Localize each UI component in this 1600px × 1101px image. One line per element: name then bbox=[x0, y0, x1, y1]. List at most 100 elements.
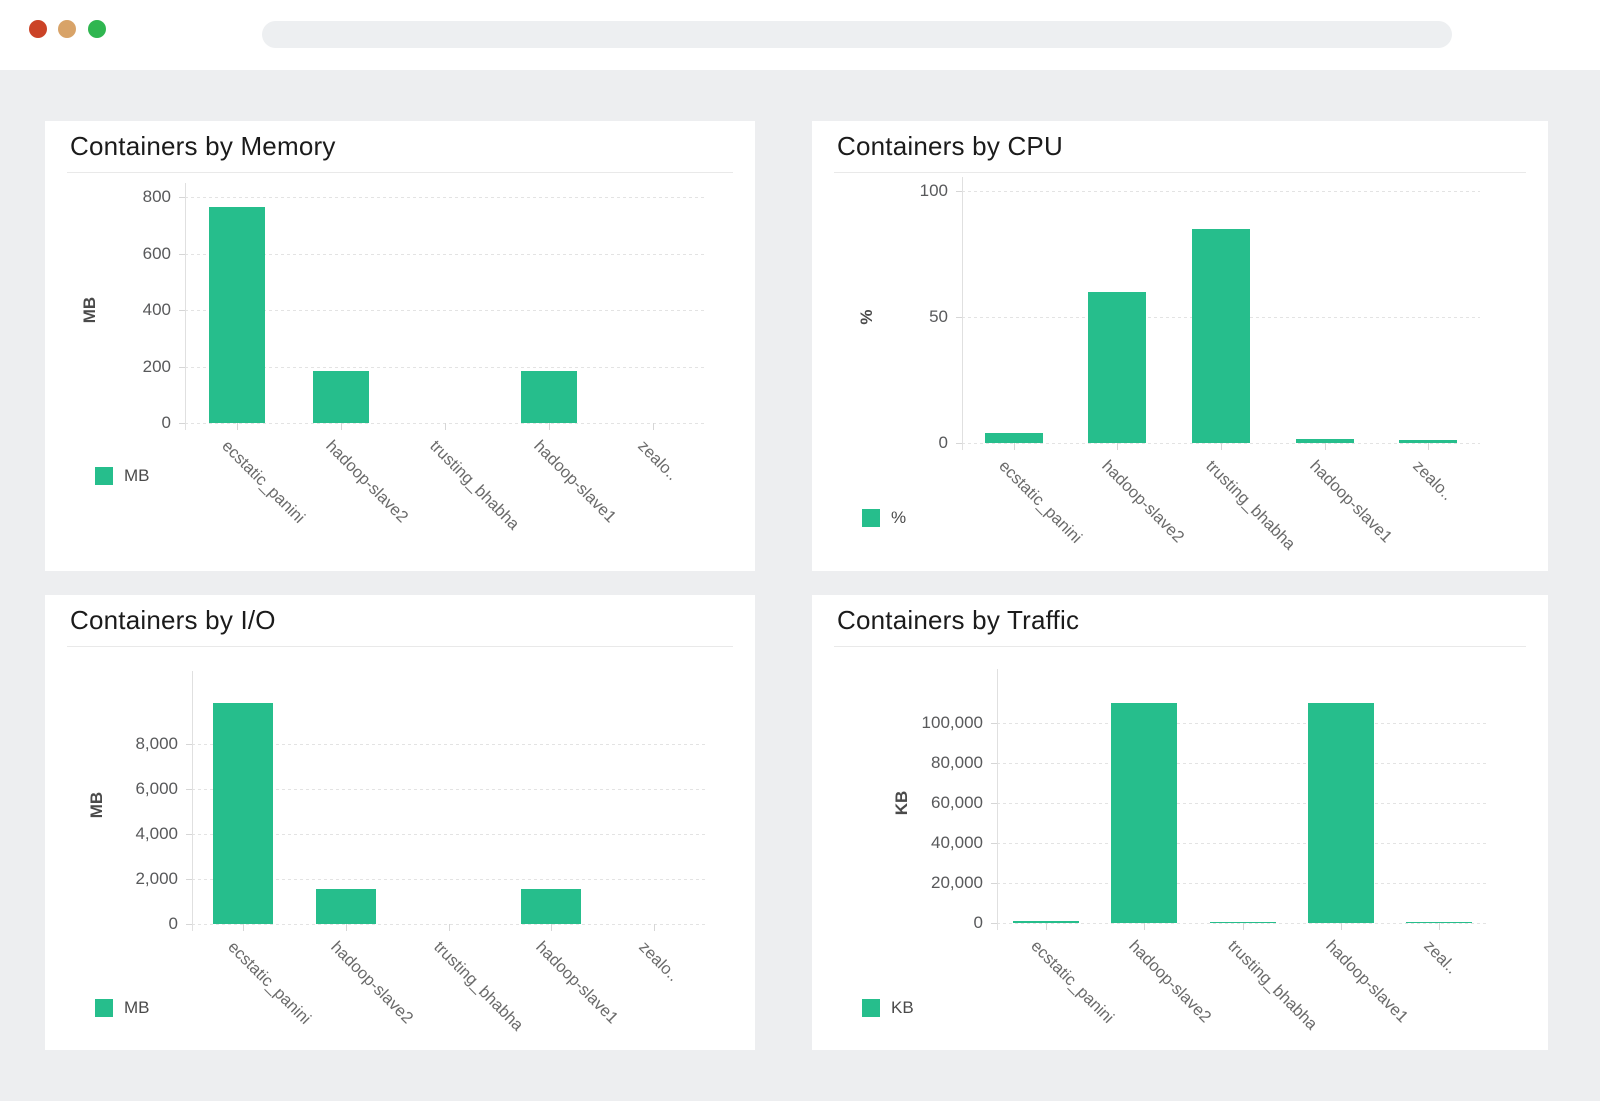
y-tick-mark bbox=[186, 878, 192, 880]
bar-ecstatic_panini[interactable] bbox=[984, 432, 1043, 443]
y-tick-mark bbox=[956, 191, 962, 192]
legend[interactable]: % bbox=[862, 508, 906, 528]
panel-header: Containers by CPU bbox=[834, 121, 1526, 173]
legend-label: MB bbox=[124, 466, 150, 485]
gridline bbox=[185, 197, 705, 198]
bar-hadoop-slave2[interactable] bbox=[315, 889, 376, 924]
bar-hadoop-slave1[interactable] bbox=[521, 370, 577, 423]
y-axis-title: MB bbox=[80, 296, 99, 324]
y-tick-mark bbox=[179, 310, 185, 311]
y-axis-line bbox=[185, 183, 186, 430]
gridline bbox=[997, 723, 1488, 724]
panel-containers-by-cpu: Containers by CPU 0 50 100 ecstatic_panini h… bbox=[812, 121, 1548, 571]
x-axis-label: ecstatic_panini bbox=[995, 457, 1085, 547]
y-tick-label: 80,000 bbox=[931, 753, 983, 772]
gridline bbox=[185, 253, 705, 255]
gridline bbox=[997, 843, 1488, 844]
x-axis-label: hadoop-slave1 bbox=[1321, 937, 1412, 1027]
y-tick-mark bbox=[956, 443, 962, 444]
gridline bbox=[185, 310, 705, 311]
panel-title: Containers by CPU bbox=[837, 131, 1063, 161]
y-tick-label: 20,000 bbox=[931, 873, 983, 892]
legend-swatch bbox=[862, 999, 880, 1017]
gridline bbox=[997, 803, 1488, 804]
bar-hadoop-slave2[interactable] bbox=[313, 370, 369, 423]
bar-zeal..[interactable] bbox=[1405, 922, 1472, 923]
y-tick-label: 60,000 bbox=[931, 793, 983, 812]
y-tick-mark bbox=[991, 843, 997, 844]
y-tick-mark bbox=[179, 253, 185, 255]
y-tick-mark bbox=[186, 743, 192, 745]
bar-chart-io: 0 2,000 4,000 6,000 8,000 ecstatic_panini hado… bbox=[45, 647, 755, 1050]
x-axis-label: zealo.. bbox=[1409, 457, 1457, 505]
panel-header: Containers by I/O bbox=[67, 595, 733, 647]
gridline bbox=[997, 763, 1488, 764]
legend[interactable]: MB bbox=[95, 466, 150, 486]
bar-hadoop-slave1[interactable] bbox=[1295, 439, 1354, 443]
legend[interactable]: KB bbox=[862, 998, 914, 1018]
x-axis-label: hadoop-slave1 bbox=[530, 437, 620, 527]
dashboard: Containers by Memory 0 200 400 600 800 ecstat… bbox=[0, 70, 1600, 1101]
y-tick-mark bbox=[179, 366, 185, 368]
bar-chart-memory: 0 200 400 600 800 ecstatic_panini hadoop-slave… bbox=[45, 173, 755, 571]
legend-swatch bbox=[95, 467, 113, 485]
y-axis-title: % bbox=[857, 309, 876, 325]
bar-hadoop-slave2[interactable] bbox=[1088, 291, 1147, 443]
bar-ecstatic_panini[interactable] bbox=[209, 206, 265, 423]
gridline bbox=[192, 833, 705, 835]
x-tick-mark bbox=[653, 423, 654, 430]
y-tick-label: 0 bbox=[161, 413, 171, 432]
x-tick-mark bbox=[1428, 443, 1430, 450]
y-axis-line bbox=[997, 669, 998, 930]
y-axis-line bbox=[192, 671, 193, 931]
bar-trusting_bhabha[interactable] bbox=[1209, 922, 1276, 923]
y-tick-mark bbox=[186, 833, 192, 835]
y-tick-label: 200 bbox=[142, 356, 171, 376]
panel-containers-by-io: Containers by I/O 0 2,000 4,000 6,000 8,000 e… bbox=[45, 595, 755, 1050]
y-tick-label: 400 bbox=[142, 300, 171, 319]
bar-zealo..[interactable] bbox=[1399, 440, 1458, 443]
y-tick-mark bbox=[186, 924, 192, 925]
x-axis-label: hadoop-slave2 bbox=[1098, 457, 1188, 547]
x-axis-label: trusting_bhabha bbox=[1202, 457, 1299, 554]
y-tick-mark bbox=[956, 317, 962, 318]
y-tick-label: 40,000 bbox=[931, 833, 983, 852]
x-axis-label: hadoop-slave2 bbox=[327, 938, 417, 1028]
bar-ecstatic_panini[interactable] bbox=[1013, 921, 1080, 923]
bar-trusting_bhabha[interactable] bbox=[1192, 228, 1250, 443]
bar-ecstatic_panini[interactable] bbox=[213, 703, 274, 924]
traffic-light-close-icon[interactable] bbox=[29, 20, 47, 38]
x-axis-label: ecstatic_panini bbox=[1027, 937, 1118, 1027]
x-axis-label: trusting_bhabha bbox=[429, 938, 527, 1035]
panel-header: Containers by Traffic bbox=[834, 595, 1526, 647]
x-tick-mark bbox=[1221, 443, 1222, 450]
gridline bbox=[192, 878, 705, 880]
x-axis-label: hadoop-slave2 bbox=[322, 437, 412, 527]
y-tick-label: 0 bbox=[973, 913, 983, 932]
bar-hadoop-slave1[interactable] bbox=[521, 889, 582, 924]
y-tick-mark bbox=[186, 788, 192, 790]
y-tick-label: 4,000 bbox=[135, 823, 178, 843]
y-tick-label: 6,000 bbox=[135, 778, 178, 798]
x-tick-mark bbox=[243, 924, 245, 931]
panel-header: Containers by Memory bbox=[67, 121, 733, 173]
bar-hadoop-slave1[interactable] bbox=[1307, 703, 1374, 923]
y-tick-label: 800 bbox=[142, 187, 171, 206]
bar-hadoop-slave2[interactable] bbox=[1111, 703, 1178, 923]
gridline bbox=[185, 366, 705, 368]
traffic-light-minimize-icon[interactable] bbox=[58, 20, 76, 38]
x-tick-mark bbox=[1340, 923, 1342, 930]
legend-label: MB bbox=[124, 998, 150, 1017]
y-axis-title: MB bbox=[87, 791, 106, 818]
x-tick-mark bbox=[1438, 923, 1440, 930]
y-tick-label: 600 bbox=[142, 243, 171, 263]
legend-label: % bbox=[891, 508, 907, 527]
x-tick-mark bbox=[341, 423, 342, 430]
x-axis-label: zealo.. bbox=[634, 938, 683, 986]
x-tick-mark bbox=[345, 924, 347, 931]
y-tick-mark bbox=[991, 803, 997, 804]
traffic-light-maximize-icon[interactable] bbox=[88, 20, 106, 38]
url-bar[interactable] bbox=[262, 21, 1452, 48]
y-tick-mark bbox=[991, 723, 997, 724]
legend[interactable]: MB bbox=[95, 998, 150, 1018]
